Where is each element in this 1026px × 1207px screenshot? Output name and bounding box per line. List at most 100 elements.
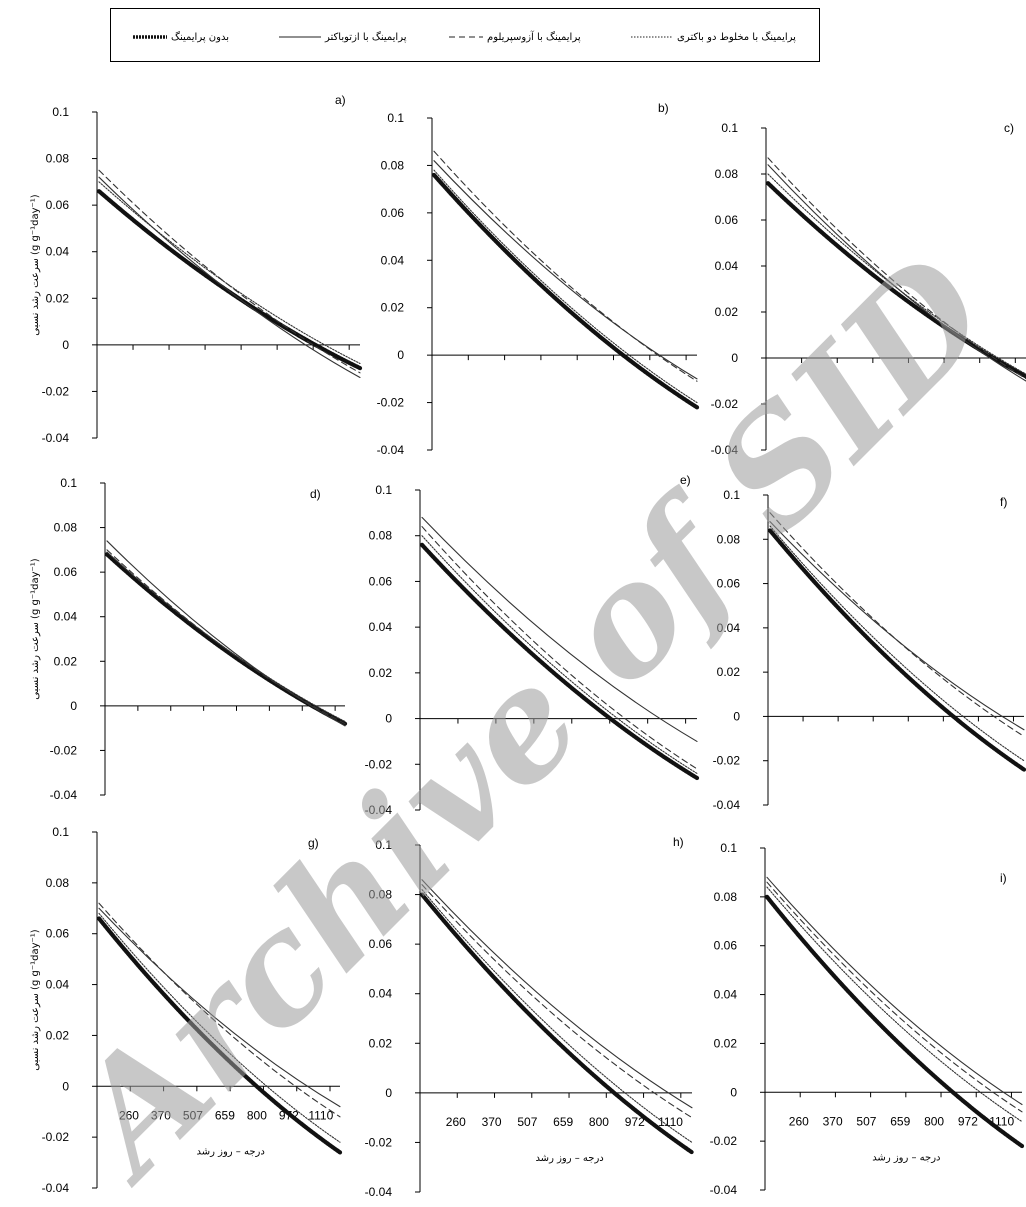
y-tick-label: 0.08 bbox=[717, 532, 741, 546]
y-tick-label: 0 bbox=[397, 348, 404, 362]
y-tick-label: 0.02 bbox=[46, 291, 70, 305]
y-tick-label: 0.1 bbox=[60, 476, 77, 490]
y-tick-label: 0.04 bbox=[46, 245, 70, 259]
series-line-solid-thick bbox=[419, 892, 695, 1155]
y-tick-label: 0 bbox=[62, 338, 69, 352]
chart-panel-b: 0.1 0.08 0.06 0.04 0.02 0 -0.02 -0.04 b) bbox=[377, 101, 700, 457]
legend-swatch-dashed bbox=[449, 36, 483, 38]
y-tick-label: 0.06 bbox=[715, 213, 739, 227]
y-tick-label: 0 bbox=[731, 351, 738, 365]
chart-panel-i: 0.1 0.08 0.06 0.04 0.02 0 -0.02 -0.04 260 370 507 6… bbox=[710, 841, 1025, 1197]
y-tick-label: 0.08 bbox=[54, 521, 78, 535]
x-tick-label: 507 bbox=[517, 1115, 537, 1129]
y-tick-label: 0.04 bbox=[714, 988, 738, 1002]
y-tick-label: 0.06 bbox=[381, 206, 405, 220]
y-tick-label: -0.02 bbox=[42, 1130, 70, 1144]
x-tick-label: 1110 bbox=[658, 1115, 683, 1129]
x-tick-label: 370 bbox=[151, 1108, 171, 1122]
y-tick-label: 0 bbox=[70, 699, 77, 713]
y-tick-label: 0.08 bbox=[715, 167, 739, 181]
y-tick-label: 0.02 bbox=[54, 654, 78, 668]
y-tick-label: 0.1 bbox=[720, 841, 737, 855]
y-tick-label: -0.02 bbox=[710, 1134, 738, 1148]
y-tick-label: 0.1 bbox=[52, 825, 69, 839]
y-tick-label: 0.02 bbox=[714, 1036, 738, 1050]
y-tick-label: 0.04 bbox=[715, 259, 739, 273]
legend-item-azospirillum: پرایمینگ با آزوسپریلوم bbox=[449, 27, 581, 47]
y-tick-label: 0.1 bbox=[52, 105, 69, 119]
x-tick-label: 370 bbox=[823, 1114, 843, 1128]
legend-label: پرایمینگ با ازتوباکتر bbox=[325, 31, 407, 43]
y-tick-label: -0.04 bbox=[365, 803, 393, 817]
x-tick-label: 972 bbox=[958, 1114, 978, 1128]
y-tick-label: 0.08 bbox=[369, 529, 393, 543]
legend-label: پرایمینگ با آزوسپریلوم bbox=[487, 31, 581, 43]
y-tick-label: 0.06 bbox=[369, 574, 393, 588]
series-line-solid-thick bbox=[765, 181, 1026, 379]
y-tick-label: -0.02 bbox=[365, 757, 393, 771]
series-line-dotted bbox=[98, 181, 361, 365]
y-tick-label: 0.08 bbox=[381, 158, 405, 172]
y-tick-label: -0.04 bbox=[377, 443, 405, 457]
y-tick-label: -0.02 bbox=[365, 1135, 393, 1149]
series-line-solid-thick bbox=[767, 528, 1026, 772]
y-tick-label: 0.02 bbox=[369, 666, 393, 680]
legend-swatch-solid-thick bbox=[133, 35, 167, 39]
y-axis-label: سرعت رشد نسبی (g g⁻¹day⁻¹) bbox=[30, 929, 41, 1070]
series-line-solid-thin bbox=[767, 164, 1026, 382]
y-tick-label: 0.06 bbox=[54, 565, 78, 579]
legend-item-no-priming: بدون پرایمینگ bbox=[133, 27, 229, 47]
series-line-dashed bbox=[98, 902, 341, 1118]
series-line-dotted bbox=[433, 169, 698, 404]
y-tick-label: 0.04 bbox=[381, 253, 405, 267]
y-tick-label: 0.1 bbox=[387, 111, 404, 125]
y-tick-label: 0.02 bbox=[715, 305, 739, 319]
y-tick-label: 0.08 bbox=[46, 876, 70, 890]
series-line-dotted bbox=[421, 535, 698, 774]
series-line-solid-thin bbox=[98, 907, 341, 1108]
x-tick-label: 972 bbox=[625, 1115, 645, 1129]
series-line-solid-thin bbox=[421, 879, 693, 1109]
series-line-solid-thin bbox=[433, 160, 698, 380]
x-axis-label: درجه – روز رشد bbox=[535, 1153, 603, 1164]
series-line-solid-thick bbox=[419, 542, 700, 781]
panel-label: f) bbox=[1000, 495, 1007, 509]
x-tick-label: 370 bbox=[482, 1115, 502, 1129]
y-tick-label: 0.06 bbox=[717, 577, 741, 591]
x-tick-label: 800 bbox=[924, 1114, 944, 1128]
y-tick-label: 0 bbox=[385, 1086, 392, 1100]
y-tick-label: 0.04 bbox=[717, 621, 741, 635]
x-tick-label: 260 bbox=[119, 1108, 139, 1122]
x-tick-label: 1110 bbox=[308, 1108, 333, 1122]
x-axis-label: درجه – روز رشد bbox=[872, 1152, 940, 1163]
x-tick-label: 260 bbox=[446, 1115, 466, 1129]
y-tick-label: -0.04 bbox=[42, 431, 70, 445]
y-tick-label: -0.04 bbox=[711, 443, 739, 457]
x-axis-label: درجه – روز رشد bbox=[196, 1146, 264, 1157]
y-tick-label: -0.02 bbox=[711, 397, 739, 411]
series-line-solid-thick bbox=[96, 916, 343, 1155]
legend-label: بدون پرایمینگ bbox=[171, 31, 230, 43]
x-tick-label: 800 bbox=[589, 1115, 609, 1129]
series-line-dotted bbox=[766, 886, 1023, 1123]
series-line-solid-thin bbox=[766, 876, 1023, 1106]
series-line-solid-thick bbox=[431, 172, 700, 410]
y-tick-label: 0.1 bbox=[721, 121, 738, 135]
x-tick-label: 800 bbox=[247, 1108, 267, 1122]
y-tick-label: 0 bbox=[385, 712, 392, 726]
legend-item-mixed-bacteria: پرایمینگ با مخلوط دو باکتری bbox=[631, 27, 796, 47]
y-tick-label: 0 bbox=[62, 1079, 69, 1093]
y-tick-label: -0.04 bbox=[710, 1183, 738, 1197]
y-tick-label: -0.04 bbox=[713, 798, 741, 812]
series-line-dashed bbox=[421, 884, 693, 1119]
panel-label: b) bbox=[658, 101, 669, 115]
y-tick-label: 0.04 bbox=[369, 987, 393, 1001]
series-line-dotted bbox=[98, 912, 341, 1143]
y-axis-label: سرعت رشد نسبی (g g⁻¹day⁻¹) bbox=[30, 194, 41, 335]
y-tick-label: 0.06 bbox=[714, 939, 738, 953]
panel-label: d) bbox=[310, 487, 321, 501]
series-line-dotted bbox=[106, 551, 346, 723]
series-line-solid-thin bbox=[106, 540, 346, 727]
panel-label: h) bbox=[673, 835, 684, 849]
chart-panel-g: 0.1 0.08 0.06 0.04 0.02 0 -0.02 -0.04 260 370 507 6… bbox=[30, 825, 343, 1195]
